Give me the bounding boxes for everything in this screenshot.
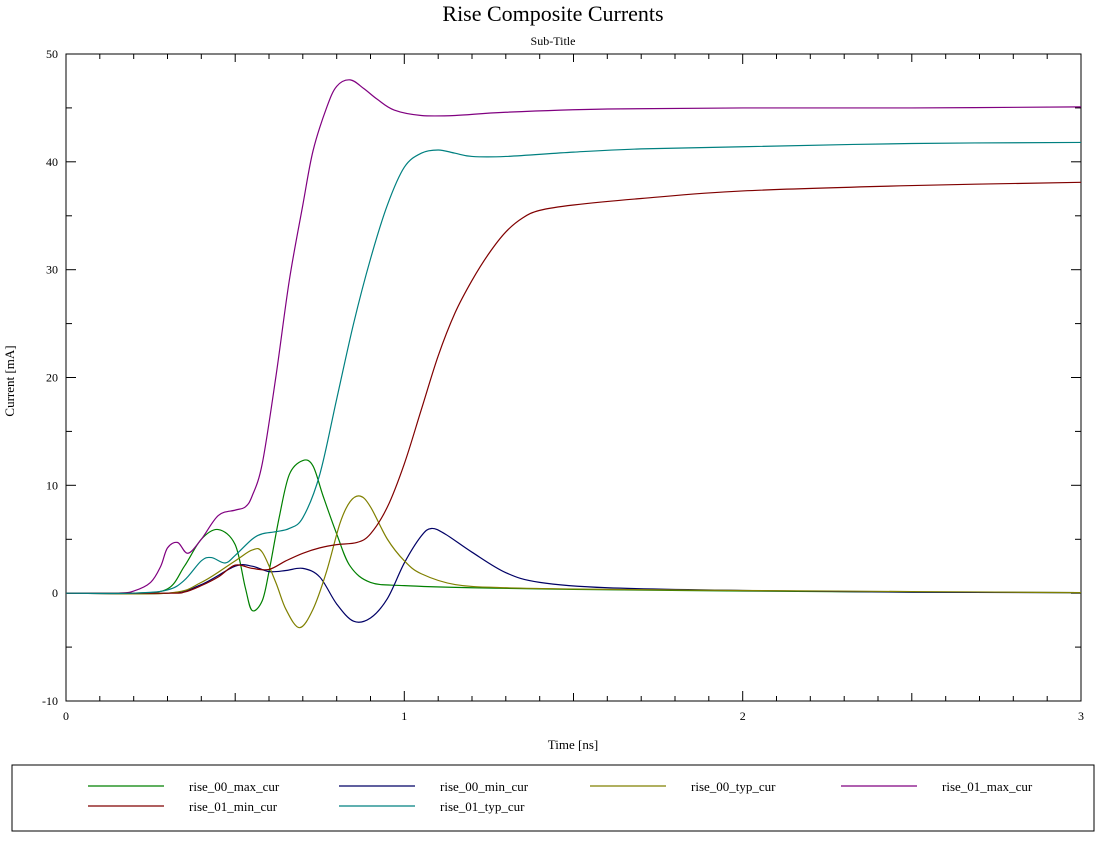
legend-label: rise_00_max_cur	[189, 779, 280, 794]
y-axis	[66, 53, 1081, 702]
legend-label: rise_01_min_cur	[189, 799, 278, 814]
legend-label: rise_00_min_cur	[440, 779, 529, 794]
y-tick-label: 30	[46, 263, 58, 277]
x-axis-label: Time [ns]	[548, 737, 598, 752]
chart-title: Rise Composite Currents	[442, 1, 663, 26]
legend-label: rise_01_max_cur	[942, 779, 1033, 794]
x-tick-label: 3	[1078, 709, 1084, 723]
series-line-rise-00-min-cur	[65, 527, 1082, 623]
y-tick-label: -10	[42, 694, 58, 708]
plot-area	[65, 53, 1082, 702]
y-tick-label: 50	[46, 47, 58, 61]
series-line-rise-00-typ-cur	[65, 495, 1082, 629]
y-tick-label: 10	[46, 478, 58, 492]
x-tick-label: 1	[401, 709, 407, 723]
legend-label: rise_00_typ_cur	[691, 779, 776, 794]
y-tick-label: 0	[52, 586, 58, 600]
y-axis-label: Current [mA]	[2, 345, 17, 416]
legend-items: rise_00_max_cur rise_00_min_cur rise_00_ty…	[88, 779, 1033, 814]
legend	[11, 764, 1095, 832]
x-tick-label: 0	[63, 709, 69, 723]
series-lines	[65, 79, 1082, 629]
x-axis	[65, 54, 1082, 701]
series-line-rise-01-max-cur	[65, 79, 1082, 594]
chart-subtitle: Sub-Title	[531, 34, 576, 48]
legend-label: rise_01_typ_cur	[440, 799, 525, 814]
x-tick-labels: 0 1 2 3	[63, 709, 1084, 723]
y-tick-labels: -10 0 10 20 30 40 50	[42, 47, 58, 708]
series-line-rise-01-min-cur	[65, 181, 1082, 594]
x-tick-label: 2	[740, 709, 746, 723]
y-tick-label: 40	[46, 155, 58, 169]
series-line-rise-01-typ-cur	[65, 141, 1082, 595]
y-tick-label: 20	[46, 371, 58, 385]
